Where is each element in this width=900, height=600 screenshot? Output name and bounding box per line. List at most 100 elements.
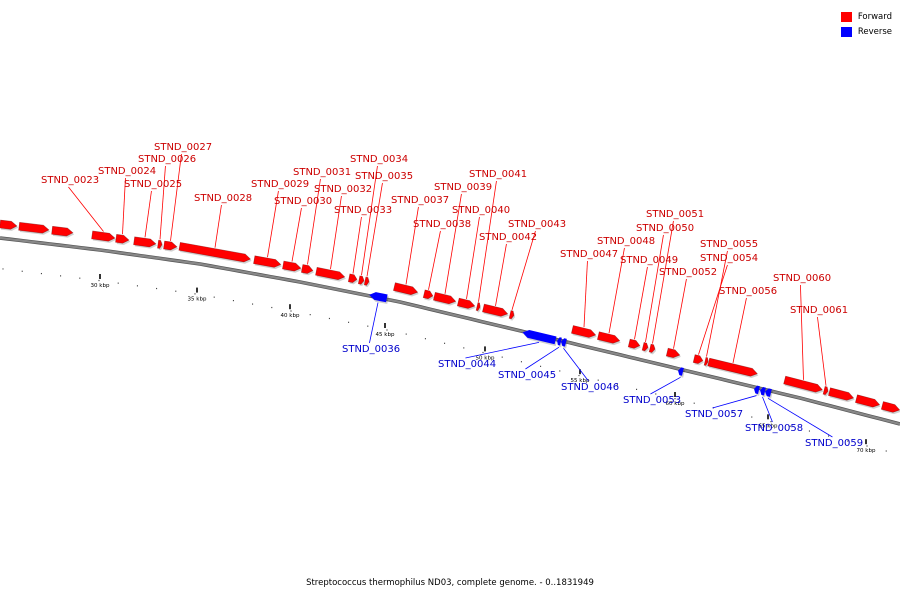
gene-stnd-0052[interactable] [665, 347, 682, 361]
gene-arrow-body [433, 291, 457, 305]
gene-arrow-body [422, 289, 434, 300]
gene-arrow-body [0, 219, 18, 230]
gene-stnd-0044[interactable] [521, 329, 558, 347]
gene-stnd-0061[interactable] [822, 386, 831, 397]
gene-label: STND_0028 [194, 193, 252, 204]
gene-stnd-0029[interactable] [253, 255, 283, 270]
gene-stnd-0040[interactable] [456, 297, 477, 312]
gene-stnd-0050[interactable] [641, 342, 651, 353]
gene-stnd-0046[interactable] [560, 338, 569, 349]
gene-arrow-body [597, 331, 621, 344]
gene-stnd-0028[interactable] [178, 242, 253, 264]
leader-line [214, 204, 222, 248]
gene-label: STND_0030 [274, 196, 332, 207]
gene-stnd-0024[interactable] [115, 233, 131, 245]
gene-stnd-0025[interactable] [133, 236, 158, 250]
gene-stnd-0033[interactable] [347, 273, 359, 285]
leader-line [706, 250, 728, 357]
gene-arrow-body [760, 387, 766, 396]
gene-stnd-0060[interactable] [783, 375, 825, 395]
backbone-line [0, 236, 900, 426]
gene-stnd-0031[interactable] [300, 264, 315, 276]
leader-line [650, 376, 681, 395]
leader-line [159, 165, 166, 240]
gene-arrow-body [627, 338, 641, 349]
leader-line [478, 180, 497, 302]
forward-gene[interactable] [51, 225, 75, 238]
gene-label: STND_0041 [469, 169, 527, 180]
gene-stnd-0041[interactable] [475, 302, 483, 313]
gene-stnd-0042[interactable] [482, 303, 510, 319]
gene-label: STND_0031 [293, 167, 351, 178]
gene-stnd-0026[interactable] [157, 239, 164, 251]
leader-line [144, 190, 152, 238]
forward-gene[interactable] [828, 387, 856, 404]
forward-gene[interactable] [0, 219, 19, 232]
gene-arrow-body [822, 386, 829, 396]
leader-line [361, 165, 378, 276]
leader-line [673, 278, 687, 349]
gene-stnd-0023[interactable] [91, 230, 117, 244]
gene-stnd-0030[interactable] [282, 260, 303, 274]
legend-label-reverse: Reverse [857, 26, 892, 37]
gene-stnd-0056[interactable] [707, 357, 759, 379]
gene-stnd-0049[interactable] [627, 338, 642, 351]
leader-line [444, 193, 462, 294]
legend: Forward Reverse [840, 9, 892, 39]
leader-line [369, 302, 379, 344]
forward-gene[interactable] [880, 401, 900, 416]
gene-stnd-0051[interactable] [648, 343, 658, 355]
forward-gene[interactable] [855, 394, 882, 411]
gene-stnd-0034[interactable] [357, 275, 366, 287]
gene-arrows[interactable] [0, 219, 900, 416]
leader-line [645, 234, 664, 342]
gene-stnd-0053[interactable] [677, 367, 686, 378]
gene-label: STND_0024 [98, 166, 156, 177]
gene-stnd-0036[interactable] [368, 291, 389, 305]
gene-arrow-body [703, 356, 709, 366]
gene-stnd-0047[interactable] [571, 325, 598, 341]
gene-arrow-body [300, 264, 314, 274]
leader-line [366, 182, 383, 277]
gene-stnd-0043[interactable] [508, 310, 517, 322]
gene-label: STND_0034 [350, 154, 408, 165]
gene-stnd-0054[interactable] [692, 354, 705, 367]
gene-arrow-body [783, 375, 823, 393]
gene-stnd-0027[interactable] [163, 240, 179, 252]
gene-stnd-0037[interactable] [393, 282, 420, 298]
gene-label: STND_0029 [251, 179, 309, 190]
gene-stnd-0058[interactable] [759, 387, 768, 398]
gene-arrow-body [456, 297, 476, 309]
gene-arrow-body [754, 385, 760, 395]
gene-label: STND_0023 [41, 175, 99, 186]
gene-label: STND_0027 [154, 142, 212, 153]
legend-item-forward: Forward [840, 9, 892, 24]
gene-labels: STND_0023STND_0024STND_0025STND_0026STND… [41, 142, 863, 449]
leader-line [608, 247, 625, 334]
gene-arrow-body [641, 342, 649, 352]
gene-stnd-0035[interactable] [363, 276, 371, 288]
gene-stnd-0038[interactable] [422, 289, 435, 302]
gene-label: STND_0049 [620, 255, 678, 266]
gene-stnd-0059[interactable] [764, 388, 774, 399]
gene-label: STND_0032 [314, 184, 372, 195]
leader-line [634, 266, 648, 340]
gene-arrow-body [665, 347, 681, 358]
gene-stnd-0055[interactable] [703, 356, 711, 368]
gene-stnd-0057[interactable] [753, 385, 762, 396]
gene-stnd-0032[interactable] [315, 266, 347, 282]
gene-label: STND_0025 [124, 179, 182, 190]
gene-stnd-0048[interactable] [597, 331, 622, 347]
gene-label: STND_0060 [773, 273, 831, 284]
gene-arrow-body [561, 338, 567, 347]
gene-label: STND_0044 [438, 359, 496, 370]
leader-line [732, 297, 747, 364]
leader-line [767, 397, 833, 438]
forward-gene[interactable] [18, 222, 51, 235]
leader-line [330, 195, 342, 270]
gene-stnd-0039[interactable] [433, 291, 458, 307]
tick-label: 35 kbp [188, 297, 207, 303]
gene-label: STND_0026 [138, 154, 196, 165]
gene-label: STND_0053 [623, 395, 681, 406]
tick-label: 55 kbp [571, 378, 590, 384]
